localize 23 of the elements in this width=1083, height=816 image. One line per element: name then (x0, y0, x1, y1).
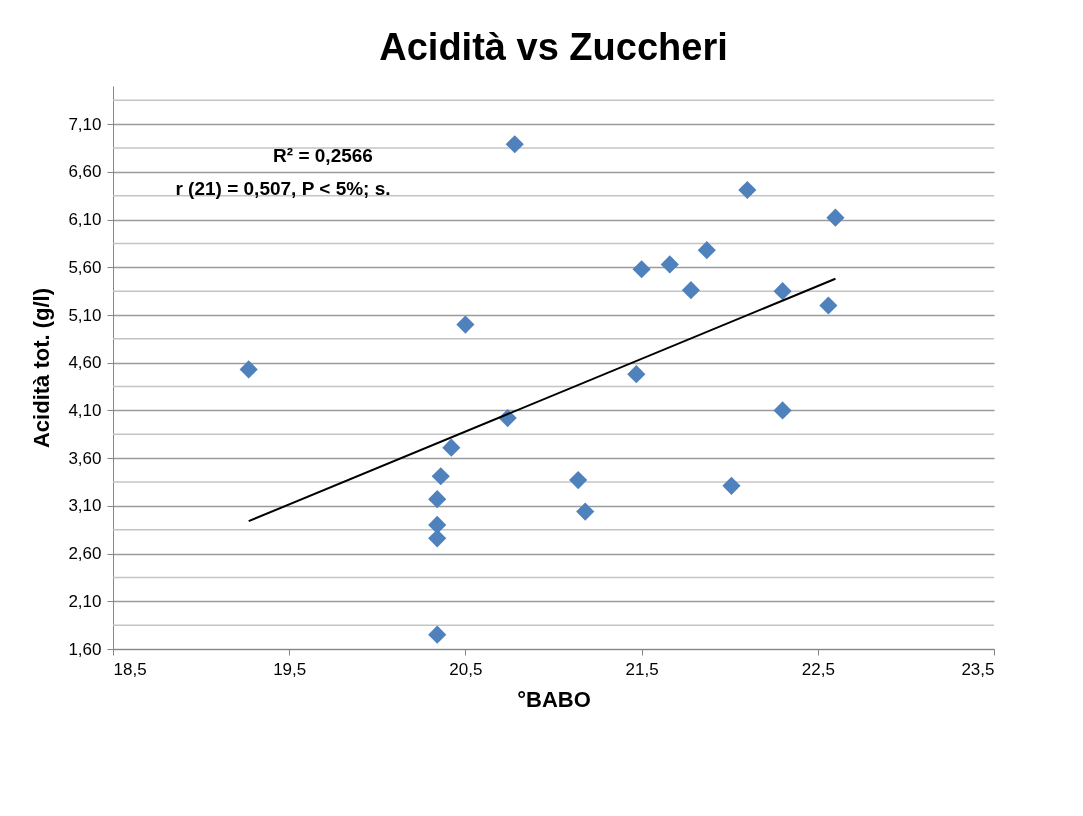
chart-title: Acidità vs Zuccheri (379, 26, 728, 68)
y-tick-label: 3,60 (68, 448, 102, 468)
x-tick-label: 19,5 (273, 659, 307, 679)
y-tick-label: 6,10 (68, 210, 102, 230)
y-tick-label: 5,10 (68, 305, 102, 325)
y-tick-label: 6,60 (68, 162, 102, 182)
y-tick-label: 1,60 (68, 639, 102, 659)
y-tick-label: 5,60 (68, 257, 102, 277)
x-tick-label: 20,5 (449, 659, 483, 679)
x-tick-label: 22,5 (801, 659, 835, 679)
y-tick-label: 3,10 (68, 496, 102, 516)
y-tick-label: 4,10 (68, 400, 102, 420)
x-tick-label: 23,5 (961, 659, 995, 679)
y-tick-label: 7,10 (68, 114, 102, 134)
x-axis-title: °BABO (517, 686, 591, 712)
y-tick-label: 4,60 (68, 353, 102, 373)
x-tick-label: 18,5 (113, 659, 147, 679)
y-tick-label: 2,60 (68, 544, 102, 564)
annotation: R² = 0,2566 (273, 145, 373, 166)
y-axis-title: Acidità tot. (g/l) (29, 287, 55, 449)
y-tick-label: 2,10 (68, 591, 102, 611)
annotation: r (21) = 0,507, P < 5%; s. (175, 178, 391, 199)
x-tick-label: 21,5 (625, 659, 659, 679)
